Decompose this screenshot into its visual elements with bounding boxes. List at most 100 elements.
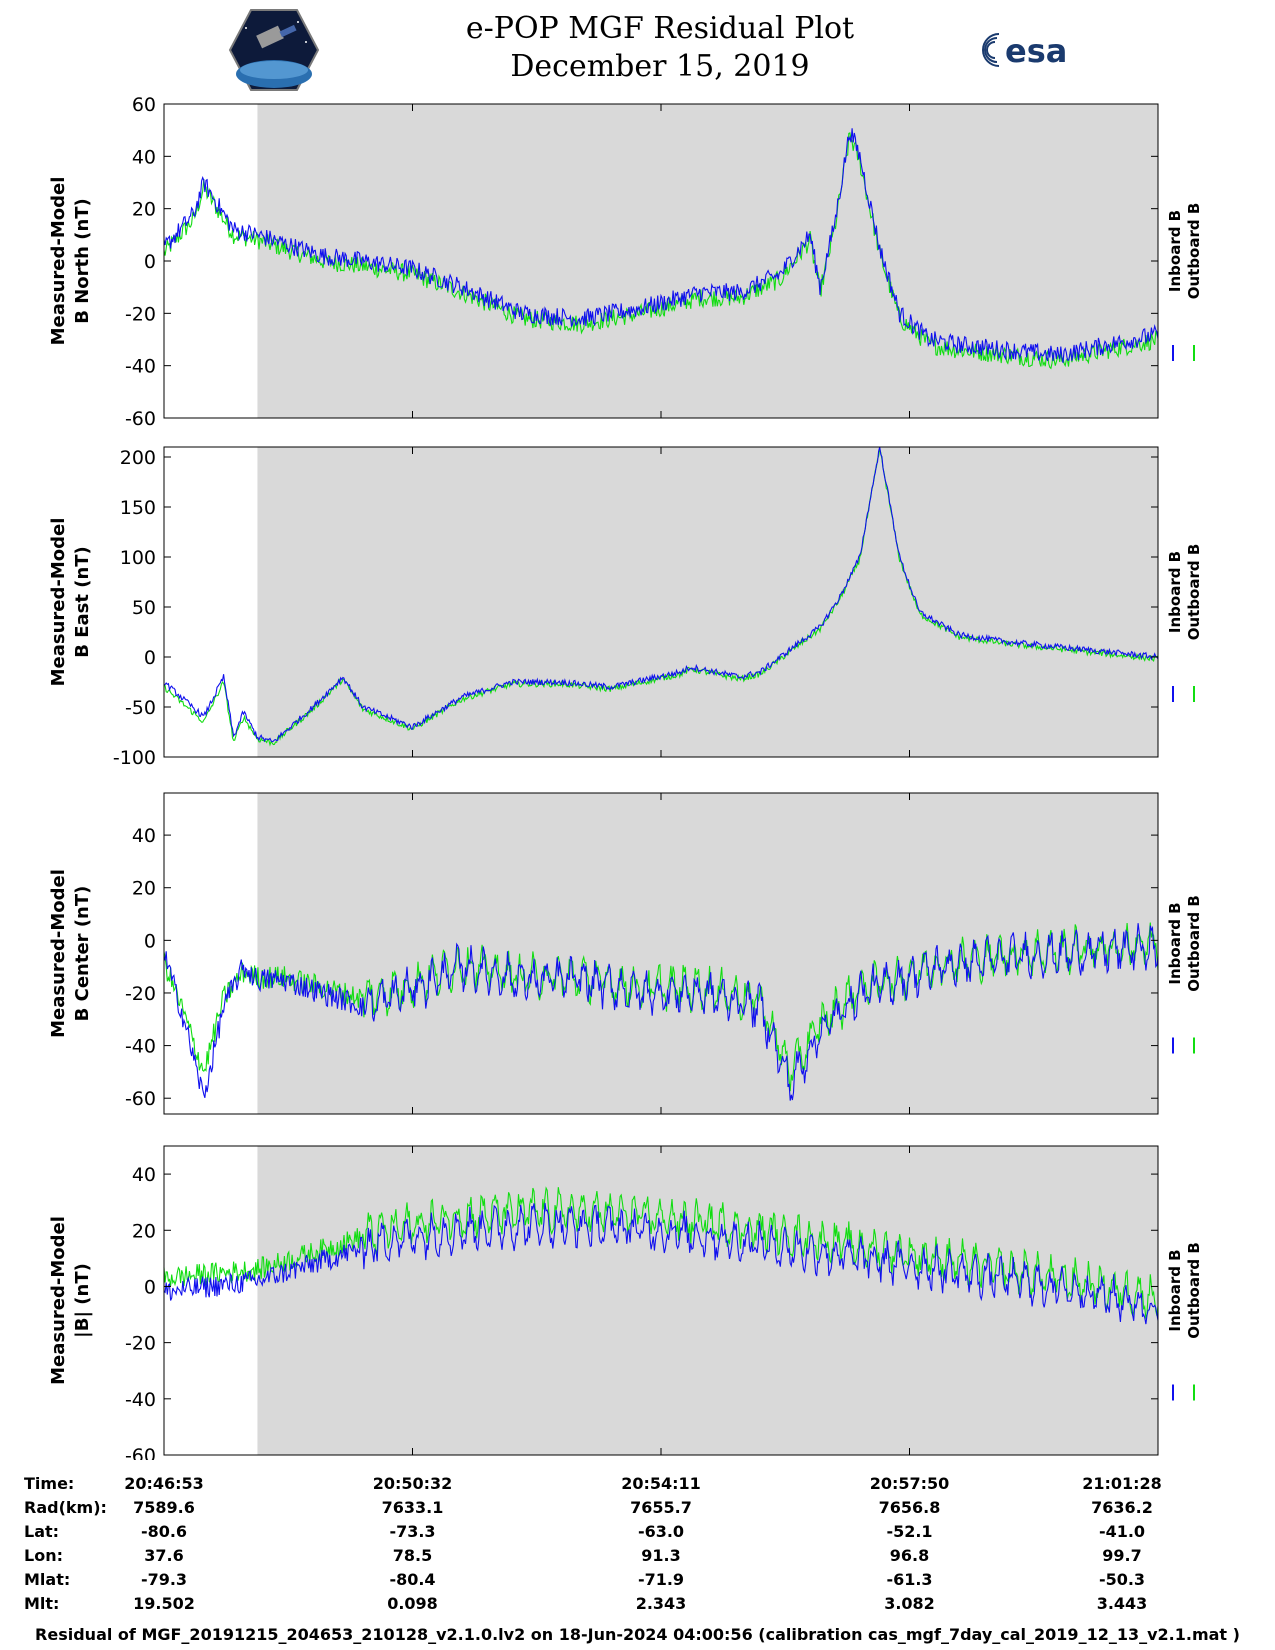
y-axis-label-line1: Measured-Model [48, 1216, 69, 1385]
title-line-1: e-POP MGF Residual Plot [465, 11, 855, 46]
info-row-label: Mlt: [24, 1594, 60, 1613]
shaded-region [257, 793, 1158, 1114]
info-cell: -61.3 [886, 1570, 933, 1589]
esa-logo-text: esa [1005, 32, 1067, 70]
legend-label-outboard: Outboard B [1185, 895, 1203, 992]
y-tick-label: -60 [125, 1445, 156, 1460]
info-row-label: Mlat: [24, 1570, 71, 1589]
y-tick-label: 20 [132, 1220, 156, 1242]
info-cell: -50.3 [1098, 1570, 1146, 1589]
info-cell: 99.7 [1102, 1546, 1142, 1565]
shaded-region [257, 447, 1158, 757]
y-tick-label: 0 [144, 930, 156, 952]
y-tick-label: -20 [125, 983, 156, 1005]
legend-label-outboard: Outboard B [1185, 544, 1203, 641]
y-tick-label: 0 [144, 1276, 156, 1298]
info-row-label: Rad(km): [24, 1498, 107, 1517]
series-line-inboard [163, 128, 1159, 363]
info-cell: 91.3 [641, 1546, 681, 1565]
legend-labels: Inboard BOutboard B [1166, 203, 1203, 300]
info-cell: 7636.2 [1091, 1498, 1153, 1517]
info-cell: -73.3 [389, 1522, 436, 1541]
y-tick-label: 40 [132, 146, 156, 168]
y-axis-label-line1: Measured-Model [48, 869, 69, 1038]
info-cell: 0.098 [387, 1594, 438, 1613]
info-cell: 20:54:11 [621, 1474, 701, 1493]
info-cell: -80.6 [140, 1522, 188, 1541]
y-tick-label: 50 [132, 597, 156, 619]
info-cell: -63.0 [637, 1522, 685, 1541]
y-tick-label: -40 [125, 1389, 156, 1411]
info-cell: 78.5 [392, 1546, 433, 1565]
chart-panel-1: 60 40 20 0 -20 -40 -60 Measured-Model B North (n… [48, 94, 1203, 430]
chart-panel-2: 200 150 100 50 0 -50 -100 Measured-Model B East … [48, 446, 1203, 769]
info-cell: -71.9 [637, 1570, 685, 1589]
y-tick-label: 150 [120, 497, 156, 519]
y-axis-label-line1: Measured-Model [48, 177, 69, 346]
info-cell: -52.1 [886, 1522, 933, 1541]
info-cell: 20:50:32 [372, 1474, 453, 1493]
info-cell: -79.3 [140, 1570, 188, 1589]
y-axis-label-line2: B North (nT) [72, 198, 93, 324]
y-axis-label-line2: B Center (nT) [72, 886, 93, 1022]
shaded-region [257, 104, 1158, 418]
info-cell: 20:46:53 [124, 1474, 204, 1493]
y-tick-label: -50 [125, 697, 156, 719]
info-cell: 7656.8 [878, 1498, 941, 1517]
orbit-info-table: Time: Rad(km): Lat: Lon: Mlat: Mlt: 20:46:53 75… [0, 1468, 1275, 1618]
info-cell: 2.343 [635, 1594, 687, 1613]
y-axis-label-line2: |B| (nT) [72, 1263, 93, 1338]
y-tick-label: 20 [132, 878, 156, 900]
chart-panel-4: 40 20 0 -20 -40 -60 Measured-Model |B| (nT) Inbo… [48, 1145, 1203, 1460]
info-row-label: Lon: [24, 1546, 63, 1565]
y-axis-label: Measured-Model |B| (nT) [48, 1216, 93, 1385]
y-tick-label: -60 [125, 1088, 156, 1110]
y-tick-label: 100 [120, 547, 156, 569]
y-tick-label: -60 [125, 408, 156, 430]
y-axis-label-line2: B East (nT) [72, 546, 93, 658]
chart-title: e-POP MGF Residual Plot December 15, 201… [300, 10, 1020, 86]
y-tick-label: 60 [132, 94, 156, 116]
y-tick-label: -40 [125, 356, 156, 378]
info-cell: -41.0 [1098, 1522, 1146, 1541]
y-axis-label: Measured-Model B East (nT) [48, 518, 93, 687]
info-cell: 7589.6 [133, 1498, 195, 1517]
info-cell: 7655.7 [630, 1498, 692, 1517]
y-axis-label: Measured-Model B North (nT) [48, 177, 93, 346]
legend-label-outboard: Outboard B [1185, 1242, 1203, 1339]
series-line-inboard [163, 446, 1159, 743]
info-cell: -80.4 [389, 1570, 436, 1589]
info-cell: 20:57:50 [869, 1474, 950, 1493]
cassiope-mission-logo [228, 8, 320, 96]
y-tick-label: -100 [113, 747, 156, 769]
legend-label-outboard: Outboard B [1185, 203, 1203, 300]
info-cell: 37.6 [144, 1546, 184, 1565]
info-cell: 7633.1 [381, 1498, 444, 1517]
info-cell: 96.8 [889, 1546, 930, 1565]
y-tick-label: 40 [132, 825, 156, 847]
info-cell: 21:01:28 [1082, 1474, 1162, 1493]
y-tick-label: -20 [125, 303, 156, 325]
y-axis-label-line1: Measured-Model [48, 518, 69, 687]
y-tick-label: 40 [132, 1164, 156, 1186]
y-tick-label: 20 [132, 199, 156, 221]
y-tick-label: 0 [144, 251, 156, 273]
info-cell: 19.502 [133, 1594, 195, 1613]
y-tick-label: 200 [120, 447, 156, 469]
legend-label-inboard: Inboard B [1166, 1249, 1184, 1331]
legend-labels: Inboard BOutboard B [1166, 1242, 1203, 1339]
legend-label-inboard: Inboard B [1166, 210, 1184, 292]
legend-label-inboard: Inboard B [1166, 551, 1184, 633]
footer-caption: Residual of MGF_20191215_204653_210128_v… [35, 1625, 1240, 1644]
info-row-label: Lat: [24, 1522, 60, 1541]
y-tick-label: -20 [125, 1333, 156, 1355]
info-row-label: Time: [24, 1474, 75, 1493]
legend-label-inboard: Inboard B [1166, 902, 1184, 984]
series-line-inboard [163, 1202, 1159, 1325]
title-line-2: December 15, 2019 [510, 49, 810, 84]
legend-labels: Inboard BOutboard B [1166, 544, 1203, 641]
y-axis-label: Measured-Model B Center (nT) [48, 869, 93, 1038]
chart-panel-3: 40 20 0 -20 -40 -60 Measured-Model B Center (nT… [48, 792, 1203, 1115]
info-cell: 3.443 [1096, 1594, 1148, 1613]
